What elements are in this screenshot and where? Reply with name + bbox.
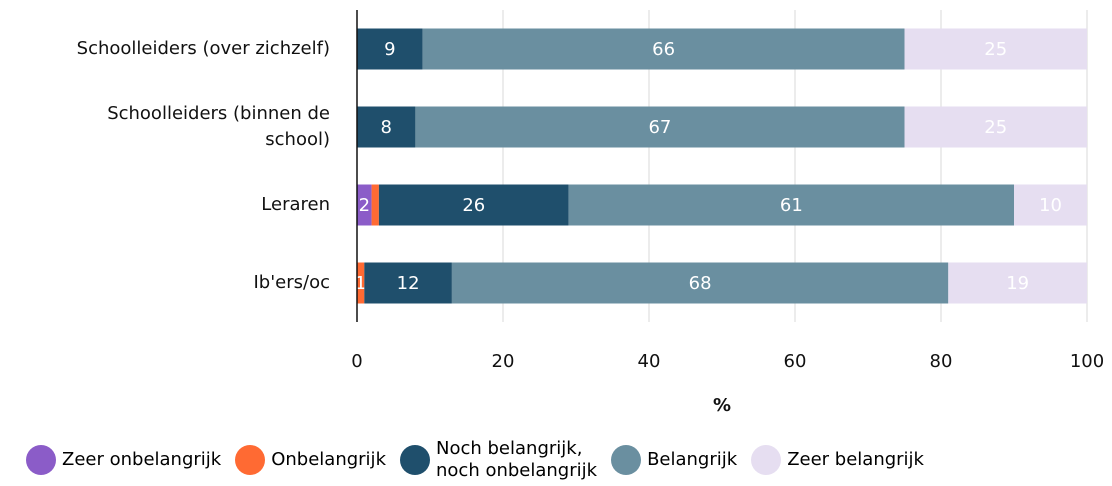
y-tick-label: Leraren [261, 194, 330, 215]
data-label: 25 [984, 117, 1007, 138]
bar-segment [904, 106, 1087, 148]
legend-label: Onbelangrijk [271, 449, 386, 470]
legend-swatch [751, 445, 782, 475]
data-label: 8 [380, 117, 391, 138]
legend-item: Zeer onbelangrijk [26, 445, 221, 475]
x-tick-label: 60 [784, 351, 807, 372]
data-label: 9 [384, 39, 395, 60]
bar-segment [357, 184, 372, 226]
bar-segment [568, 184, 1014, 226]
y-tick-label: Schoolleiders (over zichzelf) [76, 38, 330, 59]
bar-segment [948, 262, 1087, 304]
data-label: 66 [652, 39, 675, 60]
x-tick-label: 0 [351, 351, 362, 372]
legend-swatch [235, 445, 266, 475]
data-label: 26 [462, 195, 485, 216]
bar-segment [357, 262, 365, 304]
legend-label: Zeer belangrijk [787, 449, 924, 470]
bar-segment [371, 184, 379, 226]
legend-swatch [400, 445, 430, 475]
data-label: 2 [359, 195, 370, 216]
data-label: 10 [1039, 195, 1062, 216]
bar-segment [364, 262, 452, 304]
data-label: 1 [355, 273, 366, 294]
legend-label: Belangrijk [647, 449, 738, 470]
legend-item: Onbelangrijk [235, 445, 386, 475]
bar-segment [1014, 184, 1087, 226]
data-label: 12 [397, 273, 420, 294]
legend-label: Noch belangrijk, noch onbelangrijk [436, 438, 598, 481]
data-label: 61 [780, 195, 803, 216]
y-tick-label: Ib'ers/oc [253, 272, 330, 293]
bar-segment [415, 106, 905, 148]
legend-item: Noch belangrijk, noch onbelangrijk [400, 438, 597, 482]
legend-swatch [26, 445, 56, 475]
legend-item: Zeer belangrijk [751, 445, 924, 475]
bar-segment [904, 28, 1087, 70]
data-label: 67 [648, 117, 671, 138]
x-tick-label: 100 [1070, 351, 1104, 372]
bar-segment [451, 262, 949, 304]
y-tick-label: Schoolleiders (binnen de school) [107, 103, 330, 150]
data-label: 68 [689, 273, 712, 294]
legend-item: Belangrijk [611, 445, 737, 475]
data-label: 25 [984, 39, 1007, 60]
legend: Zeer onbelangrijk Onbelangrijk Noch belang… [26, 438, 924, 482]
legend-swatch [611, 445, 642, 475]
bar-segment [422, 28, 905, 70]
x-tick-label: 80 [930, 351, 953, 372]
data-label: 19 [1006, 273, 1029, 294]
x-tick-label: 20 [492, 351, 515, 372]
bar-segment [378, 184, 569, 226]
bar-segment [357, 28, 423, 70]
x-axis-label: % [713, 395, 731, 416]
bar-segment [357, 106, 416, 148]
legend-label: Zeer onbelangrijk [62, 449, 222, 470]
x-tick-label: 40 [638, 351, 661, 372]
